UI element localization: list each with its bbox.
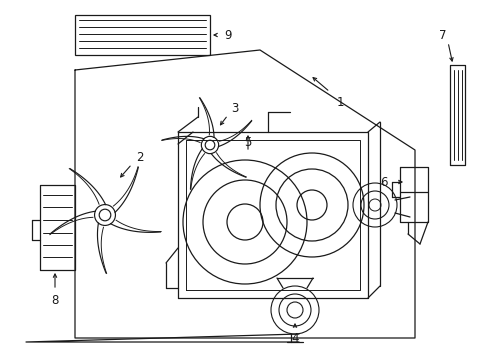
Text: 8: 8	[51, 293, 59, 306]
Text: 4: 4	[291, 332, 298, 345]
Bar	[75, 15, 209, 55]
Text: 7: 7	[439, 28, 446, 41]
Text: 6: 6	[380, 176, 387, 189]
Text: 3: 3	[231, 102, 238, 114]
Text: 9: 9	[224, 28, 231, 41]
Text: 5: 5	[244, 135, 251, 149]
Text: 1: 1	[336, 95, 343, 108]
Text: 2: 2	[136, 150, 143, 163]
